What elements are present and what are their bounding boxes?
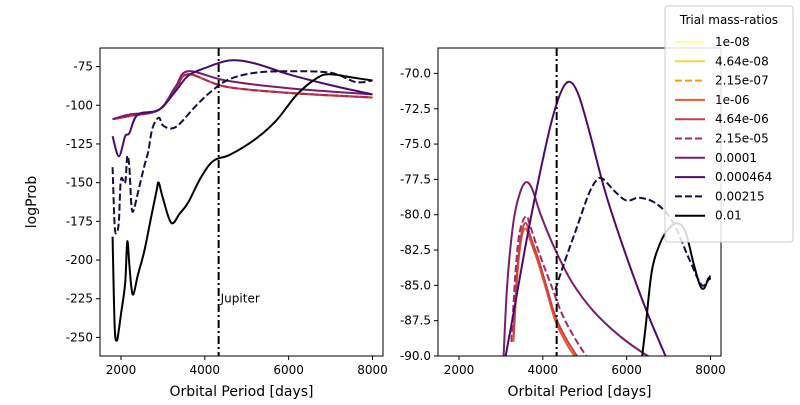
series-group bbox=[111, 59, 373, 342]
y-tick-label: -250 bbox=[66, 330, 93, 344]
series-line-2.15e-05 bbox=[112, 73, 373, 121]
legend-label: 1e-08 bbox=[715, 35, 750, 49]
left-panel: Jupiter 2000 4000 6000 8000 -250 -225 -200 -175 -… bbox=[24, 47, 388, 400]
y-tick-label: -87.5 bbox=[400, 314, 431, 328]
x-tick-label: 8000 bbox=[695, 363, 726, 377]
x-tick-label: 4000 bbox=[528, 363, 559, 377]
legend-title: Trial mass-ratios bbox=[679, 13, 778, 27]
series-line-4.64e-06 bbox=[512, 222, 579, 356]
legend-box bbox=[664, 5, 794, 243]
y-tick-label: -72.5 bbox=[400, 102, 431, 116]
y-tick-label: -100 bbox=[66, 98, 93, 112]
series-group bbox=[502, 80, 712, 356]
legend-label: 2.15e-07 bbox=[715, 74, 769, 88]
y-tick-label: -225 bbox=[66, 292, 93, 306]
legend-label: 2.15e-05 bbox=[715, 132, 769, 146]
y-tick-label: -77.5 bbox=[400, 172, 431, 186]
y-tick-label: -150 bbox=[66, 176, 93, 190]
x-tick-label: 6000 bbox=[273, 363, 304, 377]
series-line-0.00215 bbox=[554, 176, 712, 290]
series-line-2.15e-05 bbox=[510, 215, 588, 356]
x-tick-label: 2000 bbox=[106, 363, 137, 377]
y-axis-label: logProb bbox=[24, 176, 40, 229]
y-tick-label: -175 bbox=[66, 214, 93, 228]
legend-label: 1e-06 bbox=[715, 93, 750, 107]
y-tick-label: -200 bbox=[66, 253, 93, 267]
y-tick-label: -85.0 bbox=[400, 278, 431, 292]
legend-label: 4.64e-08 bbox=[715, 54, 769, 68]
y-tick-label: -75 bbox=[73, 60, 93, 74]
y-tick-label: -70.0 bbox=[400, 66, 431, 80]
x-tick-label: 8000 bbox=[357, 363, 388, 377]
series-line-0.0001 bbox=[502, 181, 651, 356]
y-tick-label: -125 bbox=[66, 137, 93, 151]
y-tick-label: -80.0 bbox=[400, 208, 431, 222]
legend-label: 0.00215 bbox=[715, 189, 765, 203]
series-line-0.01 bbox=[641, 222, 712, 356]
series-line-0.00215 bbox=[111, 70, 373, 235]
right-panel: 2000 4000 6000 8000 -90.0 -87.5 -85.0 -82.5 -80.… bbox=[400, 47, 726, 400]
series-line-0.01 bbox=[111, 73, 373, 342]
y-tick-label: -75.0 bbox=[400, 137, 431, 151]
legend: Trial mass-ratios 1e-08 4.64e-08 2.15e-07 1e… bbox=[664, 5, 794, 243]
plot-frame bbox=[99, 47, 384, 357]
x-axis-label: Orbital Period [days] bbox=[169, 384, 313, 400]
legend-label: 0.0001 bbox=[715, 151, 757, 165]
annotation-label: Jupiter bbox=[220, 292, 260, 306]
x-tick-label: 6000 bbox=[611, 363, 642, 377]
y-tick-label: -82.5 bbox=[400, 243, 431, 257]
series-line-0.0001 bbox=[112, 70, 373, 121]
x-axis-label: Orbital Period [days] bbox=[507, 384, 651, 400]
legend-label: 0.000464 bbox=[715, 170, 772, 184]
legend-label: 0.01 bbox=[715, 209, 742, 223]
x-tick-label: 2000 bbox=[444, 363, 475, 377]
y-tick-label: -90.0 bbox=[400, 349, 431, 363]
series-line-0.000464 bbox=[504, 80, 667, 356]
series-line-0.000464 bbox=[111, 59, 373, 158]
x-tick-label: 4000 bbox=[190, 363, 221, 377]
legend-label: 4.64e-06 bbox=[715, 112, 769, 126]
